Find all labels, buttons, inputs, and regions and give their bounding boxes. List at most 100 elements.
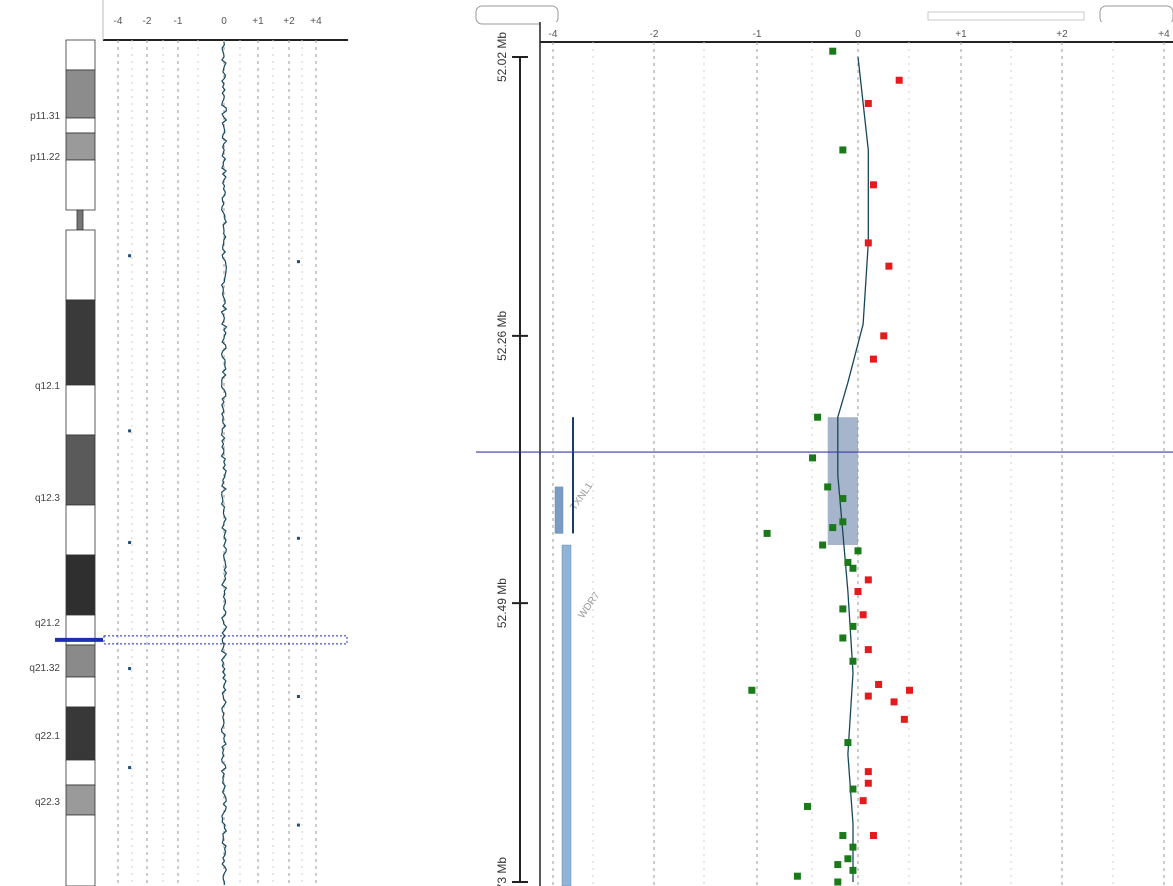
gene-bar[interactable] — [561, 544, 572, 886]
data-point[interactable] — [895, 76, 903, 84]
data-point[interactable] — [839, 605, 847, 613]
chromosome-band — [65, 229, 96, 301]
chromosome-band — [65, 69, 96, 119]
data-point[interactable] — [849, 785, 857, 793]
data-point[interactable] — [849, 564, 857, 572]
data-point[interactable] — [890, 698, 898, 706]
data-point[interactable] — [844, 739, 852, 747]
data-point[interactable] — [839, 146, 847, 154]
data-point[interactable] — [804, 802, 811, 810]
data-point[interactable] — [849, 657, 857, 665]
scroll-tab-left[interactable] — [475, 5, 559, 25]
left-outlier-point — [296, 694, 300, 698]
left-outlier-point — [128, 766, 132, 770]
data-point[interactable] — [854, 547, 862, 555]
data-point[interactable] — [844, 558, 852, 566]
data-point[interactable] — [819, 541, 827, 549]
data-point[interactable] — [839, 518, 847, 526]
data-point[interactable] — [824, 483, 832, 491]
data-point[interactable] — [829, 524, 837, 532]
chromosome-band — [65, 504, 96, 556]
data-point[interactable] — [748, 686, 756, 694]
data-point[interactable] — [906, 686, 913, 694]
y-axis-label: 52.49 Mb — [495, 578, 509, 628]
left-x-tick-label: -4 — [114, 16, 123, 27]
data-point[interactable] — [839, 495, 847, 503]
band-label: q12.1 — [35, 381, 60, 392]
data-point[interactable] — [869, 181, 877, 189]
right-x-tick-label: +1 — [955, 29, 967, 40]
right-x-tick-label: +2 — [1056, 29, 1068, 40]
left-axis-header — [103, 0, 348, 40]
region-detail-panel: -4 -2 -1 0 +1 +2 +4 52.02 Mb 52.26 Mb 52.49 Mb 52.… — [475, 5, 1173, 886]
data-point[interactable] — [793, 872, 801, 880]
left-x-tick-label: 0 — [221, 16, 227, 27]
data-point[interactable] — [864, 768, 872, 776]
data-point[interactable] — [864, 576, 872, 584]
data-point[interactable] — [859, 797, 867, 805]
chromosome-band — [65, 676, 96, 708]
right-x-tick-label: -1 — [753, 29, 762, 40]
band-label: q22.1 — [35, 731, 60, 742]
data-point[interactable] — [839, 832, 847, 840]
left-outlier-point — [128, 254, 132, 258]
chromosome-band — [65, 117, 96, 134]
data-point[interactable] — [829, 47, 837, 55]
data-point[interactable] — [844, 855, 852, 863]
data-point[interactable] — [864, 99, 872, 107]
position-marker-band[interactable] — [103, 635, 348, 645]
data-point[interactable] — [885, 262, 893, 270]
scroll-tab-right[interactable] — [1099, 5, 1173, 25]
data-point[interactable] — [834, 878, 842, 886]
chromosome-band — [65, 434, 96, 506]
left-x-tick-label: -2 — [143, 16, 152, 27]
data-point[interactable] — [839, 634, 847, 642]
scroll-thumb[interactable] — [927, 11, 1085, 21]
data-point[interactable] — [869, 832, 877, 840]
data-point[interactable] — [864, 692, 872, 700]
data-point[interactable] — [864, 239, 872, 247]
chromosome-band — [65, 384, 96, 436]
data-point[interactable] — [849, 866, 857, 874]
y-axis-label: 52.02 Mb — [495, 32, 509, 82]
data-point[interactable] — [900, 715, 908, 723]
gene-bar[interactable] — [554, 486, 564, 534]
band-label: p11.31 — [30, 111, 60, 122]
data-point[interactable] — [849, 843, 857, 851]
band-label: q21.32 — [29, 663, 60, 674]
band-label: p11.22 — [30, 152, 60, 163]
right-x-tick-label: 0 — [855, 29, 861, 40]
chromosome-band — [65, 159, 96, 211]
data-point[interactable] — [814, 413, 822, 421]
right-x-tick-label: +4 — [1158, 29, 1170, 40]
data-point[interactable] — [763, 529, 771, 537]
gene-label: WDR7 — [576, 590, 602, 621]
left-outlier-point — [296, 260, 300, 264]
right-x-tick-label: -4 — [549, 29, 558, 40]
chromosome-band — [65, 299, 96, 386]
right-axis-header — [540, 22, 1173, 42]
left-outlier-point — [128, 667, 132, 671]
data-point[interactable] — [849, 622, 857, 630]
left-outlier-point — [128, 541, 132, 545]
chromosome-band — [65, 706, 96, 761]
data-point[interactable] — [854, 588, 862, 596]
data-point[interactable] — [809, 454, 817, 462]
data-point[interactable] — [880, 332, 888, 340]
data-point[interactable] — [864, 646, 872, 654]
data-point[interactable] — [864, 779, 872, 787]
left-outlier-point — [128, 429, 132, 433]
y-axis-label: 52.73 Mb — [495, 857, 509, 886]
data-point[interactable] — [859, 611, 867, 619]
y-axis-label: 52.26 Mb — [495, 311, 509, 361]
left-outlier-point — [296, 823, 300, 827]
band-label: q21.2 — [35, 618, 60, 629]
band-label: q22.3 — [35, 797, 60, 808]
left-x-tick-label: +1 — [252, 16, 264, 27]
data-point[interactable] — [869, 355, 877, 363]
chromosome-band — [65, 39, 96, 71]
genome-overview-panel: -4 -2 -1 0 +1 +2 +4 p11.31 p11.22 q12.1 q12.3 q21.2… — [29, 0, 348, 886]
data-point[interactable] — [834, 861, 842, 869]
data-point[interactable] — [875, 680, 883, 688]
